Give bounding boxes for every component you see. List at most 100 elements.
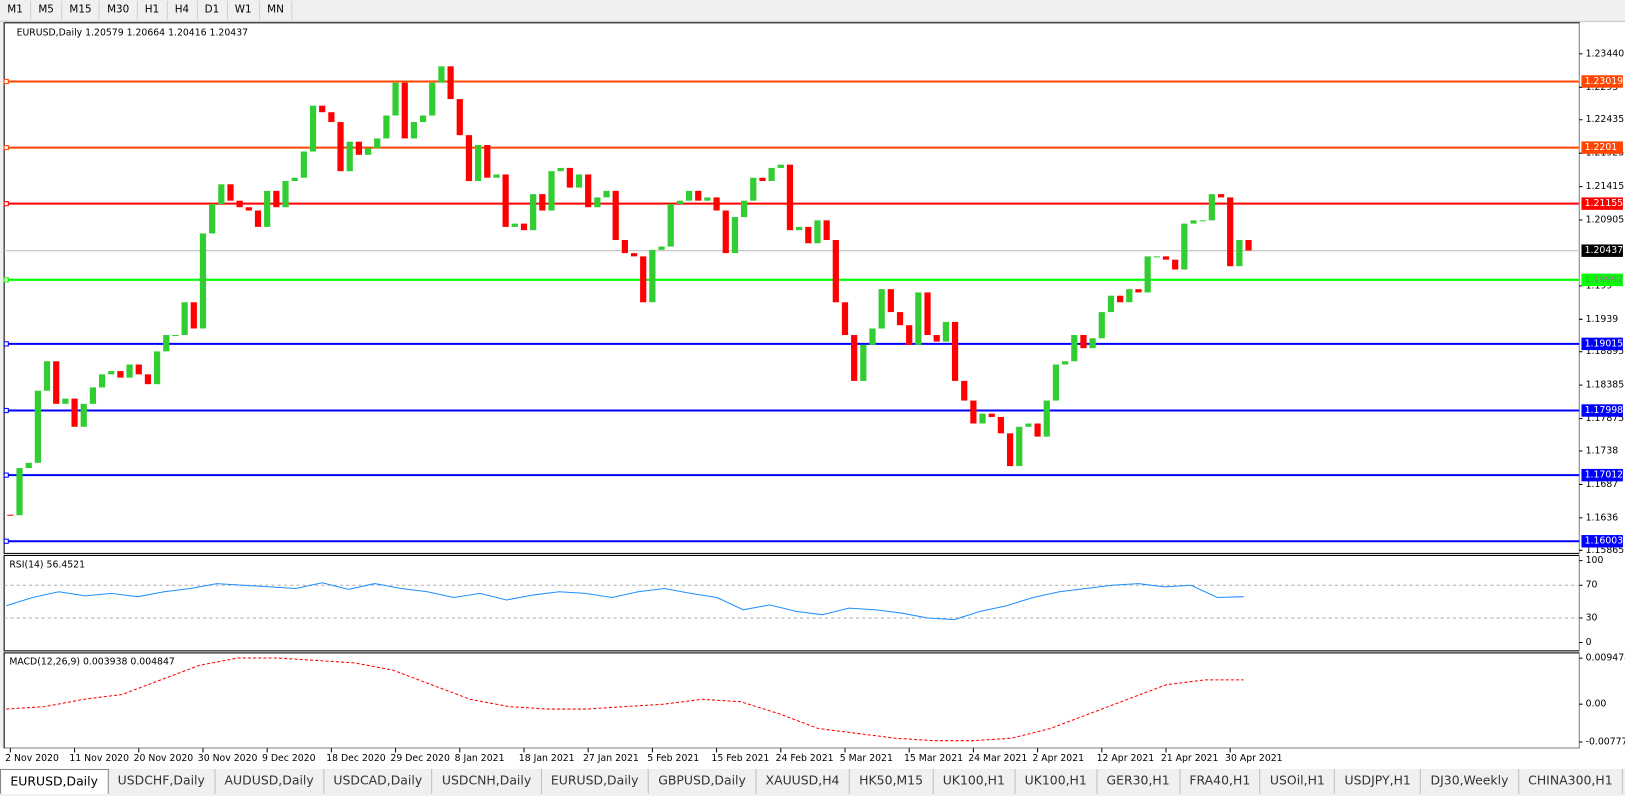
level-anchor: [3, 277, 9, 283]
candle: [851, 335, 858, 381]
candle: [346, 141, 353, 172]
candle: [1052, 364, 1060, 401]
candle: [805, 226, 812, 244]
timeframe-button[interactable]: MN: [260, 1, 293, 20]
chart-tab[interactable]: USOil,H1: [1261, 768, 1336, 794]
candle: [190, 302, 197, 329]
chart-tab[interactable]: HK50,M15: [850, 768, 934, 794]
candle: [300, 151, 307, 178]
panel: [3, 554, 1580, 652]
y-tick-label: 1.1636: [1586, 512, 1619, 523]
current-price-label: 1.20437: [1585, 245, 1624, 256]
candle: [823, 220, 830, 241]
candle: [364, 148, 372, 155]
candle: [227, 184, 234, 201]
chart-tab[interactable]: USDCNH,Daily: [433, 768, 542, 794]
candle: [1071, 335, 1078, 362]
y-tick-label: 1.15865: [1586, 545, 1625, 556]
x-tick-label: 20 Nov 2020: [134, 753, 194, 764]
candle: [667, 203, 674, 247]
candle: [154, 351, 161, 385]
candle: [704, 197, 711, 201]
level-label-box: [1581, 468, 1623, 482]
candle: [374, 138, 381, 149]
chart-tab[interactable]: EURUSD,Daily: [542, 768, 649, 794]
candle: [172, 335, 179, 337]
timeframe-button[interactable]: M15: [62, 1, 100, 20]
y-tick-label: 70: [1586, 580, 1598, 591]
chart-tab[interactable]: DJ30,Weekly: [1421, 768, 1519, 794]
chart-tab[interactable]: GER30,H1: [1097, 768, 1181, 794]
chart: 1.234401.22931.224351.219251.214151.2090…: [0, 22, 1625, 769]
candle: [355, 141, 362, 155]
current-price-box: [1581, 244, 1623, 257]
y-tick-label: 1.17875: [1586, 413, 1625, 424]
level-anchor: [3, 341, 9, 347]
chart-tab[interactable]: CHINA300,H1: [1519, 768, 1623, 794]
macd-line: [6, 657, 1244, 742]
candle: [603, 190, 610, 198]
level-anchor: [3, 145, 9, 151]
chart-tab[interactable]: AUDUSD,Daily: [215, 768, 325, 794]
candle: [832, 240, 839, 303]
y-tick-label: 30: [1586, 612, 1598, 623]
level-anchor: [3, 407, 9, 414]
chart-tab[interactable]: USDJPY,H1: [1335, 768, 1422, 794]
panel: [3, 22, 1580, 554]
candle: [465, 135, 473, 182]
timeframe-button[interactable]: M1: [0, 1, 32, 20]
candle: [979, 413, 986, 424]
chart-tab[interactable]: UK100,H1: [1015, 768, 1098, 794]
timeframe-button[interactable]: M30: [100, 1, 138, 20]
candle: [484, 144, 491, 178]
y-tick-label: 1.21415: [1586, 181, 1625, 192]
chart-tab[interactable]: GBPUSD,Daily: [649, 768, 757, 794]
timeframe-button[interactable]: D1: [197, 1, 228, 20]
x-tick-label: 24 Feb 2021: [776, 753, 834, 764]
timeframe-button[interactable]: M5: [31, 1, 63, 20]
x-tick-label: 21 Apr 2021: [1161, 753, 1219, 764]
candle: [1117, 295, 1124, 303]
candle: [89, 387, 97, 404]
candle: [511, 223, 518, 227]
level-label: 1.2201: [1585, 142, 1618, 153]
candle: [906, 325, 913, 345]
candle: [1153, 256, 1160, 258]
candle: [731, 217, 739, 254]
timeframe-button[interactable]: W1: [228, 1, 260, 20]
y-tick-label: 1.18385: [1586, 380, 1625, 391]
candle: [1135, 289, 1142, 293]
candle: [1227, 197, 1234, 267]
candle: [594, 197, 601, 208]
chart-tab[interactable]: USDCHF,Daily: [108, 768, 216, 794]
candle: [951, 321, 959, 381]
chart-tab[interactable]: XAUUSD,H4: [756, 768, 850, 794]
candle: [1016, 426, 1023, 467]
candle: [135, 364, 142, 375]
chart-tab[interactable]: FRA40,H1: [1180, 768, 1261, 794]
level-label: 1.21155: [1585, 198, 1624, 209]
candle: [53, 361, 60, 404]
candle: [988, 413, 995, 417]
x-tick-label: 11 Nov 2020: [69, 753, 129, 764]
chart-tab[interactable]: USDCAD,Daily: [324, 768, 433, 794]
x-tick-label: 2 Apr 2021: [1032, 753, 1084, 764]
timeframe-button[interactable]: H4: [167, 1, 198, 20]
candle: [438, 66, 445, 83]
candle: [530, 194, 537, 231]
candle: [1043, 400, 1050, 437]
timeframe-button[interactable]: H1: [138, 1, 168, 20]
chart-tab[interactable]: EURUSD,Daily: [0, 768, 109, 794]
candle: [429, 82, 436, 116]
y-tick-label: 1.20905: [1586, 215, 1625, 226]
x-tick-label: 15 Feb 2021: [711, 753, 769, 764]
candle: [1236, 240, 1243, 267]
candle: [71, 398, 78, 427]
y-tick-label: 1.1939: [1586, 314, 1619, 325]
chart-tab[interactable]: UK100,H1: [933, 768, 1016, 794]
candle: [1080, 335, 1087, 349]
candle: [34, 390, 41, 463]
candle: [585, 174, 592, 208]
candle: [961, 380, 968, 401]
candle: [548, 171, 555, 211]
